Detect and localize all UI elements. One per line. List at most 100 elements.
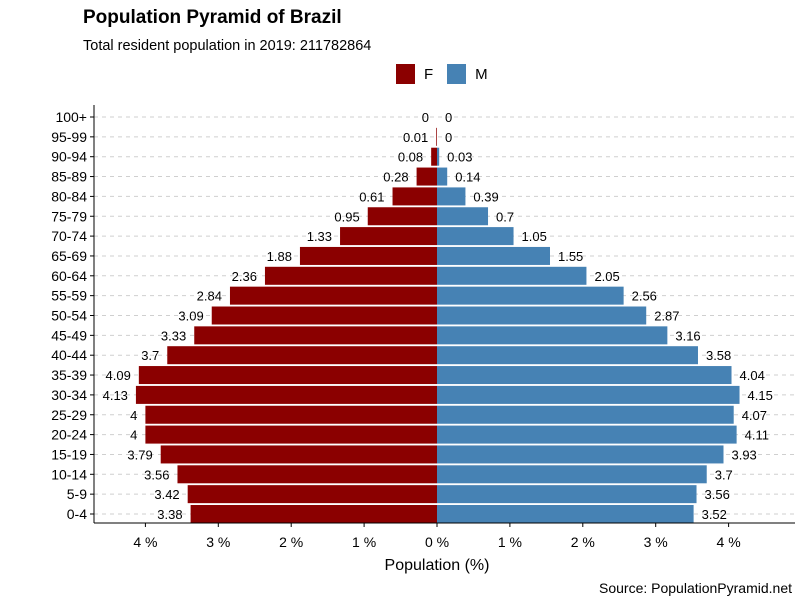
x-tick-label: 0 % bbox=[425, 534, 449, 550]
bar-male bbox=[437, 326, 668, 345]
bar-layer bbox=[135, 127, 740, 523]
value-label-male: 0.03 bbox=[447, 150, 472, 165]
chart-caption: Source: PopulationPyramid.net bbox=[599, 580, 792, 596]
bar-female bbox=[160, 445, 438, 464]
y-tick-label: 50-54 bbox=[51, 308, 87, 324]
bar-female bbox=[367, 207, 437, 226]
bar-female bbox=[167, 346, 437, 365]
x-tick-label: 1 % bbox=[352, 534, 376, 550]
value-label-male: 0.14 bbox=[455, 170, 480, 185]
value-label-female: 0.08 bbox=[398, 150, 423, 165]
value-label-male: 1.05 bbox=[522, 229, 547, 244]
bar-male bbox=[437, 227, 514, 246]
value-label-male: 4.04 bbox=[740, 368, 765, 383]
y-tick-label: 90-94 bbox=[51, 149, 87, 165]
x-axis-title: Population (%) bbox=[385, 557, 490, 574]
legend: F M bbox=[396, 64, 502, 84]
value-label-female: 1.88 bbox=[267, 249, 292, 264]
value-label-female: 3.79 bbox=[127, 447, 152, 462]
value-label-female: 4 bbox=[130, 428, 137, 443]
value-label-male: 4.11 bbox=[745, 428, 769, 443]
value-label-male: 2.56 bbox=[632, 289, 657, 304]
x-tick-label: 2 % bbox=[279, 534, 303, 550]
y-tick-label: 20-24 bbox=[51, 427, 87, 443]
y-tick-label: 5-9 bbox=[67, 486, 87, 502]
legend-label-female: F bbox=[424, 65, 434, 83]
bar-male bbox=[437, 286, 624, 305]
y-tick-label: 25-29 bbox=[51, 407, 87, 423]
y-tick-label: 0-4 bbox=[67, 506, 87, 522]
value-label-female: 0.61 bbox=[359, 189, 384, 204]
value-label-female: 4.09 bbox=[106, 368, 131, 383]
bar-female bbox=[264, 266, 437, 285]
value-label-male: 3.93 bbox=[731, 447, 756, 462]
value-label-male: 3.16 bbox=[675, 328, 700, 343]
value-label-female: 3.7 bbox=[141, 348, 159, 363]
value-label-male: 2.05 bbox=[594, 269, 619, 284]
value-label-male: 3.56 bbox=[705, 487, 730, 502]
y-tick-label: 95-99 bbox=[51, 129, 87, 145]
y-tick-label: 45-49 bbox=[51, 327, 87, 343]
bar-female bbox=[340, 227, 437, 246]
value-label-male: 2.87 bbox=[654, 309, 679, 324]
chart-title: Population Pyramid of Brazil bbox=[83, 7, 342, 28]
bar-male bbox=[437, 147, 440, 166]
bar-male bbox=[437, 505, 694, 523]
bar-female bbox=[211, 306, 437, 325]
bar-male bbox=[437, 465, 707, 484]
value-label-male: 0 bbox=[445, 130, 452, 145]
x-tick-label: 1 % bbox=[498, 534, 522, 550]
bar-female bbox=[431, 147, 437, 166]
x-tick-label: 4 % bbox=[717, 534, 741, 550]
axis-layer: 0-4 5-9 10-14 15-19 20-24 25-29 30-34 35-39 40-4… bbox=[51, 105, 795, 550]
value-label-female: 4 bbox=[130, 408, 137, 423]
y-tick-label: 100+ bbox=[55, 109, 87, 125]
y-tick-label: 55-59 bbox=[51, 288, 87, 304]
bar-male bbox=[437, 366, 732, 385]
y-tick-label: 70-74 bbox=[51, 228, 87, 244]
value-label-male: 4.15 bbox=[748, 388, 773, 403]
chart-subtitle: Total resident population in 2019: 21178… bbox=[83, 38, 372, 54]
value-label-male: 0.7 bbox=[496, 209, 514, 224]
y-tick-label: 75-79 bbox=[51, 208, 87, 224]
label-layer: 3.38 3.52 3.42 3.56 3.56 3.7 3.79 3.93 4 4.11 4 4.0… bbox=[103, 110, 773, 522]
x-tick-label: 3 % bbox=[206, 534, 230, 550]
bar-female bbox=[436, 127, 437, 146]
value-label-female: 1.33 bbox=[307, 229, 332, 244]
value-label-female: 3.09 bbox=[178, 309, 203, 324]
bar-male bbox=[437, 187, 466, 206]
value-label-female: 0.01 bbox=[403, 130, 428, 145]
value-label-female: 2.84 bbox=[197, 289, 222, 304]
y-tick-label: 40-44 bbox=[51, 347, 87, 363]
legend-swatch-female bbox=[396, 64, 415, 84]
bar-male bbox=[437, 207, 489, 226]
value-label-female: 0.95 bbox=[334, 209, 359, 224]
bar-female bbox=[229, 286, 437, 305]
value-label-male: 3.52 bbox=[702, 507, 727, 522]
value-label-female: 0.28 bbox=[383, 170, 408, 185]
x-tick-label: 3 % bbox=[644, 534, 668, 550]
bar-male bbox=[437, 425, 737, 444]
y-tick-label: 30-34 bbox=[51, 387, 87, 403]
value-label-female: 3.56 bbox=[144, 467, 169, 482]
y-tick-label: 80-84 bbox=[51, 188, 87, 204]
bar-male bbox=[437, 167, 448, 186]
bar-female bbox=[138, 366, 438, 385]
value-label-female: 3.33 bbox=[161, 328, 186, 343]
y-tick-label: 15-19 bbox=[51, 446, 87, 462]
value-label-female: 0 bbox=[422, 110, 429, 125]
bar-female bbox=[416, 167, 437, 186]
bar-female bbox=[299, 246, 437, 265]
bar-male bbox=[437, 385, 740, 404]
bar-male bbox=[437, 306, 647, 325]
bar-female bbox=[145, 405, 437, 424]
y-tick-label: 85-89 bbox=[51, 169, 87, 185]
bar-female bbox=[194, 326, 437, 345]
x-tick-label: 2 % bbox=[571, 534, 595, 550]
bar-female bbox=[190, 505, 437, 523]
value-label-male: 3.7 bbox=[715, 467, 733, 482]
value-label-female: 4.13 bbox=[103, 388, 128, 403]
bar-male bbox=[437, 346, 698, 365]
legend-label-male: M bbox=[475, 65, 488, 83]
